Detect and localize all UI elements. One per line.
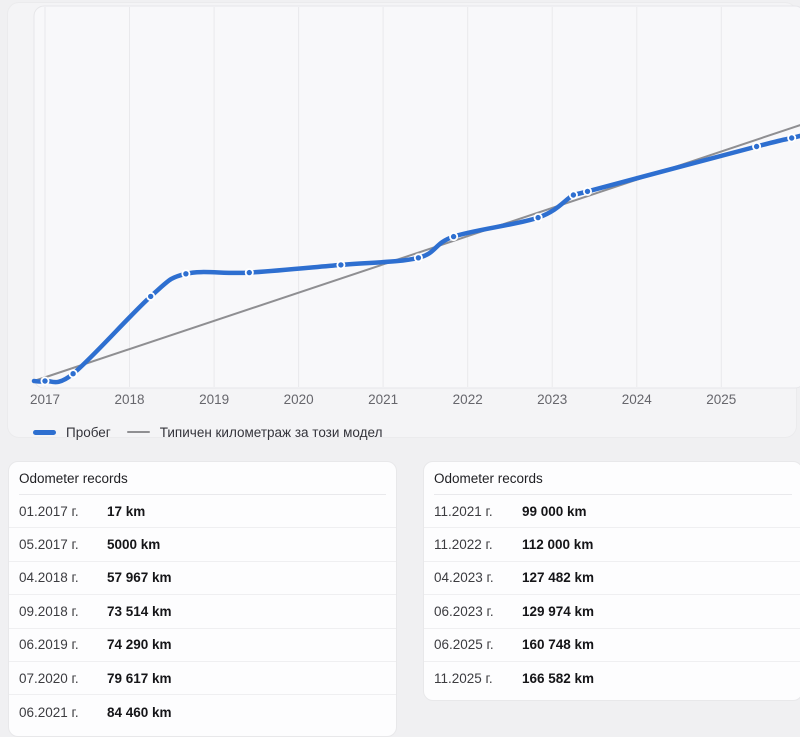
row-date: 11.2021 г. [434,503,493,519]
row-date: 05.2017 г. [19,537,79,553]
data-point-dot[interactable] [181,269,191,279]
data-point-dot[interactable] [40,376,50,386]
row-value: 129 974 km [522,603,595,619]
table-row: 11.2021 г. 99 000 km [424,495,800,529]
table-title: Odometer records [19,470,128,486]
row-date: 09.2018 г. [19,603,79,619]
table-row: 01.2017 г. 17 km [9,495,396,529]
legend-item-mileage[interactable]: Пробег [33,425,111,440]
table-row: 11.2022 г. 112 000 km [424,528,800,562]
row-date: 06.2025 г. [434,637,494,653]
row-value: 112 000 km [522,537,594,553]
data-point-dot[interactable] [568,190,578,200]
row-value: 79 617 km [107,670,172,686]
table-rows-right: 11.2021 г. 99 000 km 11.2022 г. 112 000 km 0… [424,495,800,695]
table-row: 04.2018 г. 57 967 km [9,562,396,596]
row-value: 57 967 km [107,570,172,586]
table-row: 07.2020 г. 79 617 km [9,662,396,696]
row-date: 06.2023 г. [434,603,494,619]
row-value: 17 km [107,503,146,519]
table-row: 05.2017 г. 5000 km [9,528,396,562]
row-date: 11.2022 г. [434,537,493,553]
table-rows-left: 01.2017 г. 17 km 05.2017 г. 5000 km 04.2018 … [9,495,396,729]
row-value: 84 460 km [107,704,172,720]
row-date: 07.2020 г. [19,670,79,686]
table-title: Odometer records [434,470,543,486]
table-row: 06.2021 г. 84 460 km [9,695,396,728]
mileage-chart-canvas[interactable]: 2017 2018 2019 2020 2021 2022 2023 2024 2025 [8,3,800,443]
x-axis-label: 2020 [284,392,314,407]
x-axis-label: 2023 [537,392,567,407]
odometer-table-left: Odometer records 01.2017 г. 17 km 05.2017 … [8,461,397,737]
plot-area [33,5,800,389]
data-point-dot[interactable] [146,291,156,301]
table-header-divider [434,494,792,495]
table-header-divider [19,494,386,495]
x-axis-label: 2017 [30,392,60,407]
odometer-table-right: Odometer records 11.2021 г. 99 000 km 11.2… [423,461,800,701]
row-value: 74 290 km [107,637,172,653]
legend-label-typical: Типичен километраж за този модел [159,424,383,440]
legend-item-typical[interactable]: Типичен километраж за този модел [126,424,383,440]
mileage-line-swatch-icon [33,429,56,435]
row-value: 99 000 km [522,503,587,519]
chart-legend: Пробег Типичен километраж за този модел [33,421,382,443]
x-axis-label: 2022 [453,392,483,407]
x-axis-label: 2021 [368,392,398,407]
row-date: 06.2019 г. [19,637,79,653]
row-date: 04.2023 г. [434,570,494,586]
row-value: 127 482 km [522,570,595,586]
x-axis-label: 2018 [114,392,144,407]
table-row: 04.2023 г. 127 482 km [424,562,800,596]
row-value: 160 748 km [522,637,595,653]
data-point-dot[interactable] [583,186,593,196]
data-point-dot[interactable] [413,253,423,263]
table-row: 06.2019 г. 74 290 km [9,629,396,662]
x-axis-label: 2025 [706,392,736,407]
row-value: 166 582 km [522,671,595,687]
x-axis-label: 2024 [622,392,653,407]
data-point-dot[interactable] [336,260,346,270]
mileage-chart-card: 2017 2018 2019 2020 2021 2022 2023 2024 2025 Про… [7,2,800,440]
legend-label-mileage: Пробег [66,424,111,440]
table-row: 06.2023 г. 129 974 km [424,595,800,629]
row-date: 01.2017 г. [19,503,79,519]
data-point-dot[interactable] [68,369,78,379]
data-point-dot[interactable] [449,232,459,242]
typical-line-swatch-icon [126,431,150,433]
data-point-dot[interactable] [752,141,762,151]
x-axis-label: 2019 [199,392,229,407]
row-date: 04.2018 г. [19,570,79,586]
data-point-dot[interactable] [244,268,254,278]
row-value: 5000 km [107,537,161,553]
data-point-dot[interactable] [533,213,543,223]
table-row: 06.2025 г. 160 748 km [424,629,800,662]
row-value: 73 514 km [107,603,172,619]
row-date: 11.2025 г. [434,671,493,687]
table-row: 11.2025 г. 166 582 km [424,662,800,695]
table-row: 09.2018 г. 73 514 km [9,595,396,629]
data-point-dot[interactable] [787,133,797,143]
row-date: 06.2021 г. [19,704,79,720]
